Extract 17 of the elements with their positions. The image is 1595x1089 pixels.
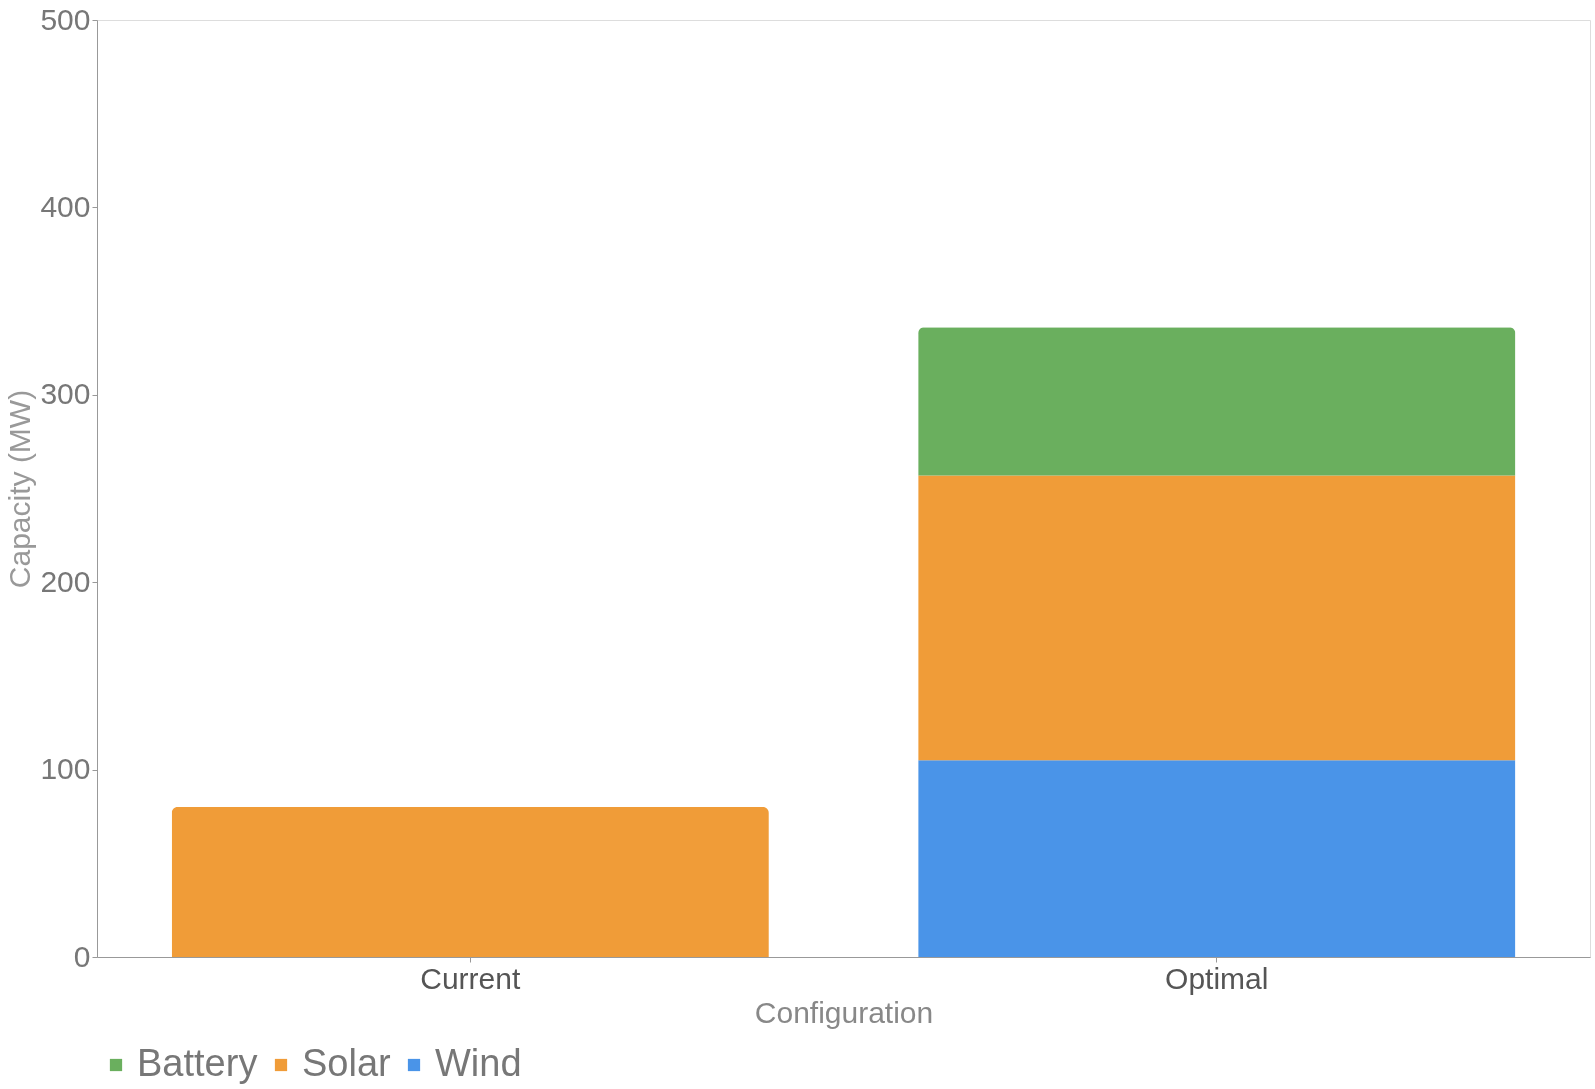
legend-label: Battery [137, 1042, 258, 1084]
x-axis-title: Configuration [754, 995, 934, 1029]
legend-label: Wind [435, 1042, 522, 1084]
y-tick-label: 300 [40, 377, 91, 411]
x-tick-label: Current [420, 961, 521, 995]
y-axis-title: Capacity (MW) [3, 389, 37, 589]
bar [918, 760, 1516, 957]
bar [918, 475, 1516, 761]
y-tick-label: 0 [73, 939, 91, 973]
bar [171, 807, 769, 957]
legend-label: Solar [302, 1042, 392, 1084]
bar [918, 327, 1516, 476]
y-tick-label: 400 [40, 189, 91, 223]
y-tick-label: 500 [40, 2, 91, 36]
y-tick-label: 200 [40, 564, 91, 598]
y-tick-label: 100 [40, 752, 91, 786]
x-tick-label: Optimal [1165, 961, 1269, 995]
